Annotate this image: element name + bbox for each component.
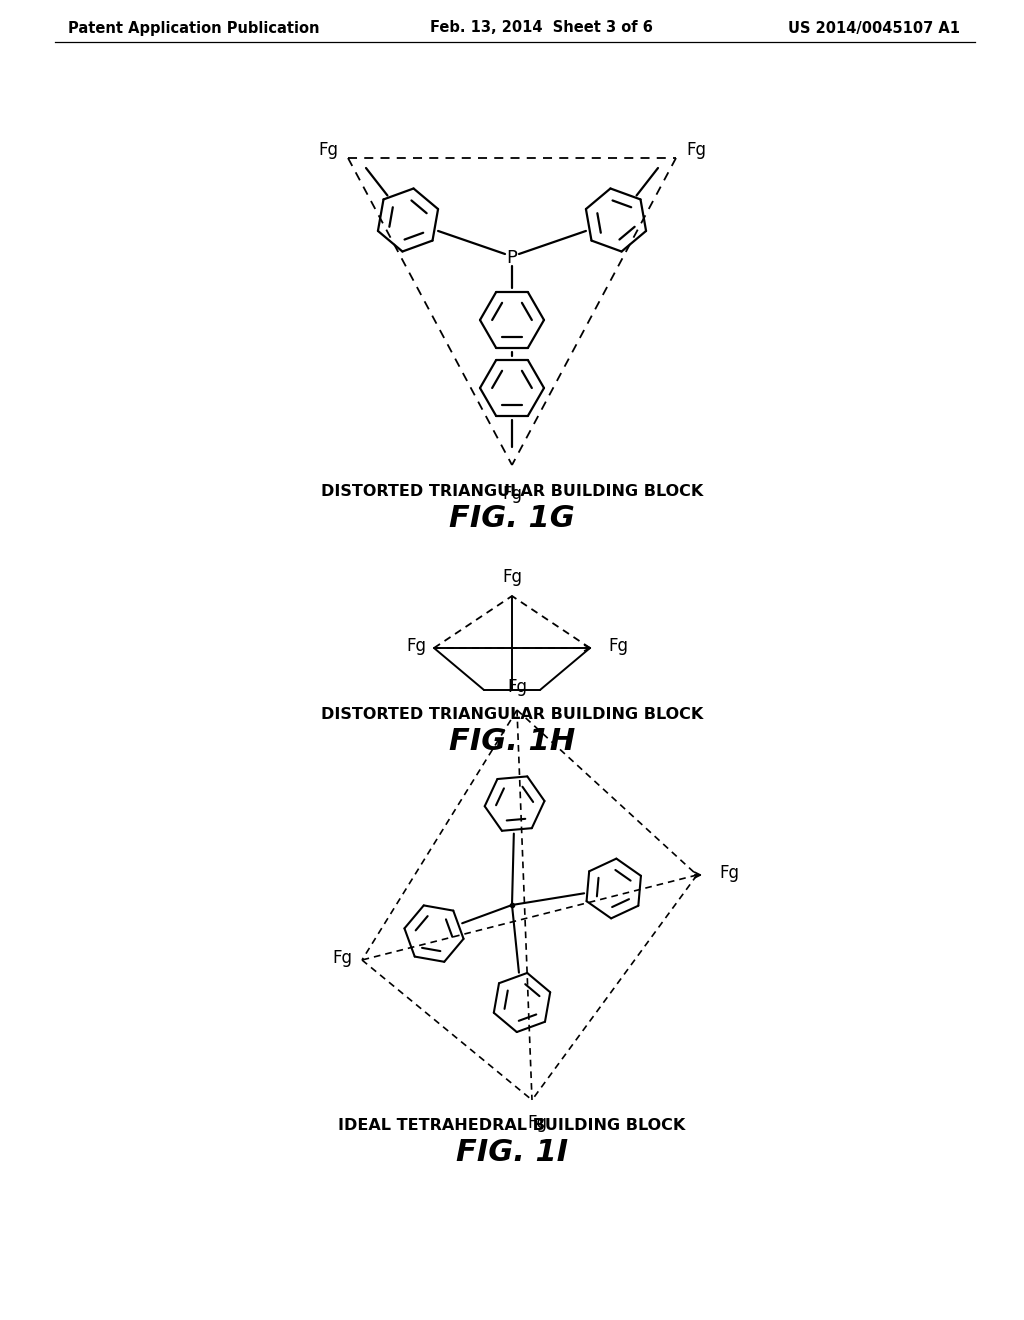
Text: DISTORTED TRIANGULAR BUILDING BLOCK: DISTORTED TRIANGULAR BUILDING BLOCK — [321, 708, 703, 722]
Text: Fg: Fg — [502, 568, 522, 586]
Text: FIG. 1G: FIG. 1G — [450, 504, 574, 533]
Text: IDEAL TETRAHEDRAL BUILDING BLOCK: IDEAL TETRAHEDRAL BUILDING BLOCK — [338, 1118, 686, 1133]
Text: Fg: Fg — [406, 638, 426, 655]
Text: Fg: Fg — [608, 638, 628, 655]
Text: Fg: Fg — [686, 141, 706, 158]
Text: FIG. 1H: FIG. 1H — [449, 727, 575, 756]
Text: Patent Application Publication: Patent Application Publication — [68, 21, 319, 36]
Text: Fg: Fg — [502, 484, 522, 503]
Text: Fg: Fg — [719, 865, 739, 882]
Text: Fg: Fg — [332, 949, 352, 968]
Text: Fg: Fg — [318, 141, 338, 158]
Text: P: P — [507, 249, 517, 267]
Text: Fg: Fg — [507, 678, 527, 696]
Text: Feb. 13, 2014  Sheet 3 of 6: Feb. 13, 2014 Sheet 3 of 6 — [430, 21, 653, 36]
Text: Fg: Fg — [527, 1114, 547, 1133]
Text: DISTORTED TRIANGULAR BUILDING BLOCK: DISTORTED TRIANGULAR BUILDING BLOCK — [321, 484, 703, 499]
Text: FIG. 1I: FIG. 1I — [456, 1138, 568, 1167]
Text: US 2014/0045107 A1: US 2014/0045107 A1 — [788, 21, 961, 36]
